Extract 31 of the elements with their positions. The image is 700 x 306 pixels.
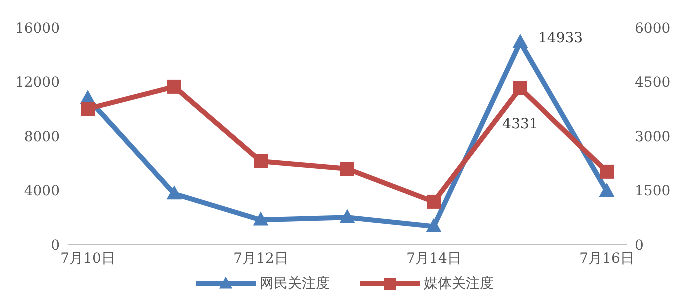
point xyxy=(600,164,614,179)
x-tick-label: 7月12日 xyxy=(234,250,288,267)
y-tick-label: 16000 xyxy=(15,20,60,37)
data-label: 14933 xyxy=(538,30,584,46)
point xyxy=(166,186,182,200)
y2-tick-label: 4500 xyxy=(635,75,671,92)
point xyxy=(514,81,528,96)
y2-tick-label: 1500 xyxy=(635,184,671,200)
point xyxy=(340,162,354,176)
point xyxy=(426,218,442,232)
y-tick-label: 12000 xyxy=(15,75,60,92)
legend-label: 媒体关注度 xyxy=(424,275,494,293)
y-tick-label: 0 xyxy=(51,238,60,254)
y-tick-label: 8000 xyxy=(24,129,60,146)
data-label: 4331 xyxy=(502,116,538,132)
x-tick-label: 7月16日 xyxy=(580,250,634,267)
point xyxy=(81,102,95,116)
point xyxy=(512,34,528,48)
point xyxy=(253,212,269,226)
y-tick-label: 4000 xyxy=(24,184,60,200)
point xyxy=(254,154,268,168)
point xyxy=(340,209,356,224)
x-tick-label: 7月14日 xyxy=(406,250,462,267)
y2-tick-label: 6000 xyxy=(635,20,671,37)
point xyxy=(168,80,182,94)
point xyxy=(599,183,615,198)
y2-tick-label: 3000 xyxy=(635,129,671,146)
point xyxy=(427,194,441,209)
legend-label: 网民关注度 xyxy=(260,275,330,293)
x-tick-label: 7月10日 xyxy=(60,250,116,267)
y2-tick-label: 0 xyxy=(635,238,644,254)
